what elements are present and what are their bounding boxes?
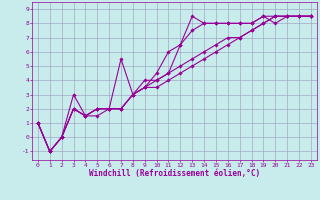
X-axis label: Windchill (Refroidissement éolien,°C): Windchill (Refroidissement éolien,°C) [89, 169, 260, 178]
